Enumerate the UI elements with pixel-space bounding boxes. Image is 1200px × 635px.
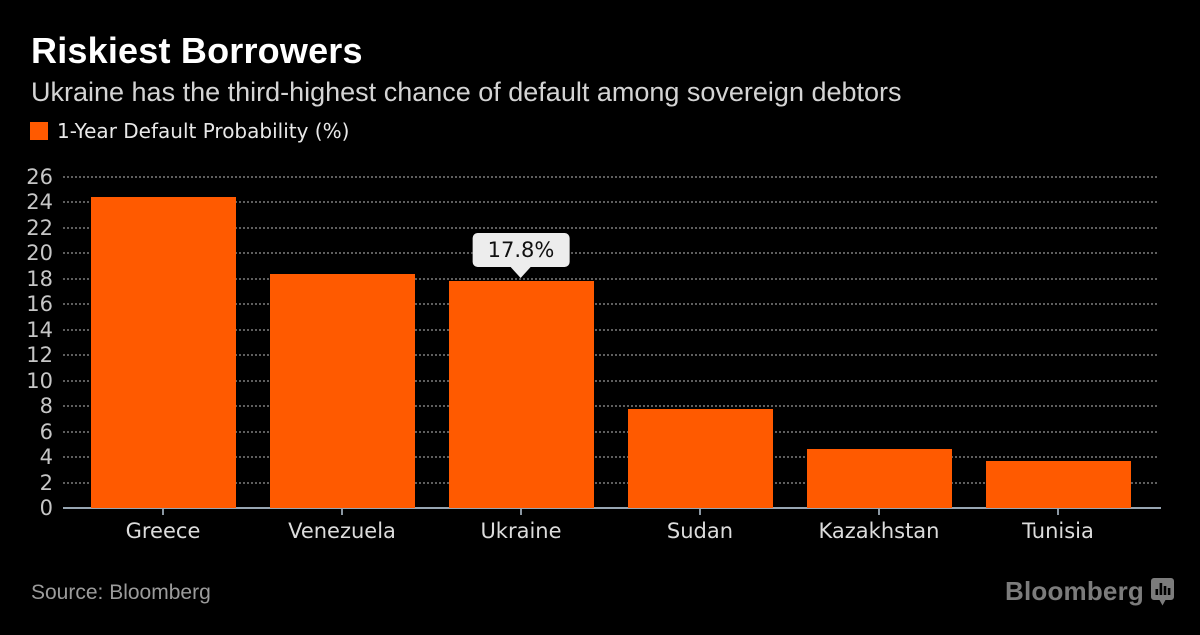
legend-label: 1-Year Default Probability (%): [57, 119, 350, 143]
x-tick-label: Venezuela: [288, 519, 396, 543]
y-tick-label: 6: [39, 419, 53, 444]
x-tick-label: Sudan: [666, 519, 734, 543]
bar-ukraine[interactable]: [448, 281, 594, 508]
y-tick-label: 22: [26, 215, 53, 240]
y-tick-label: 16: [26, 292, 53, 317]
x-tick-mark: [520, 509, 522, 515]
x-axis-line: [63, 507, 1161, 509]
y-tick-label: 14: [26, 317, 53, 342]
x-tick-mark: [1057, 509, 1059, 515]
y-gridline: [63, 201, 1157, 204]
x-tick-label: Ukraine: [480, 519, 562, 543]
x-tick-label: Greece: [125, 519, 201, 543]
x-tick-label: Kazakhstan: [818, 519, 940, 543]
legend-swatch: [30, 122, 48, 140]
tooltip-arrow: [511, 267, 531, 279]
tooltip-value: 17.8%: [487, 238, 555, 263]
x-tick-mark: [699, 509, 701, 515]
bloomberg-logo: Bloomberg: [1005, 576, 1174, 607]
y-gridline: [63, 481, 1157, 484]
y-tick-label: 20: [26, 241, 53, 266]
bar-kazakhstan[interactable]: [806, 449, 952, 508]
x-tick-label: Tunisia: [1022, 519, 1094, 543]
bar-sudan[interactable]: [627, 408, 773, 508]
y-gridline: [63, 252, 1157, 255]
bar-venezuela[interactable]: [269, 273, 415, 508]
y-tick-label: 18: [26, 266, 53, 291]
y-tick-label: 12: [26, 343, 53, 368]
chart-title: Riskiest Borrowers: [31, 30, 363, 71]
bloomberg-wordmark: Bloomberg: [1004, 576, 1144, 606]
y-tick-label: 24: [26, 190, 53, 215]
chart-subtitle: Ukraine has the third-highest chance of …: [31, 77, 902, 107]
y-gridline: [63, 379, 1157, 382]
y-gridline: [63, 328, 1157, 331]
y-gridline: [63, 405, 1157, 408]
value-tooltip: 17.8%: [472, 233, 570, 279]
y-gridline: [63, 430, 1157, 433]
legend: 1-Year Default Probability (%): [30, 119, 349, 143]
y-gridline: [63, 277, 1157, 280]
y-gridline: [63, 176, 1157, 178]
y-gridline: [63, 354, 1157, 357]
y-gridline: [63, 226, 1157, 229]
y-tick-label: 26: [26, 165, 53, 189]
y-tick-label: 8: [39, 394, 53, 419]
bloomberg-terminal-icon: [1151, 577, 1174, 605]
x-tick-mark: [162, 509, 164, 515]
x-tick-mark: [341, 509, 343, 515]
y-tick-label: 2: [39, 470, 53, 495]
y-gridline: [63, 303, 1157, 306]
x-tick-mark: [878, 509, 880, 515]
y-tick-label: 4: [39, 445, 53, 470]
y-tick-label: 10: [26, 368, 53, 393]
y-gridline: [63, 456, 1157, 459]
bar-greece[interactable]: [90, 197, 236, 508]
y-tick-label: 0: [39, 496, 53, 520]
bar-tunisia[interactable]: [985, 460, 1131, 508]
source-note: Source: Bloomberg: [31, 581, 211, 604]
